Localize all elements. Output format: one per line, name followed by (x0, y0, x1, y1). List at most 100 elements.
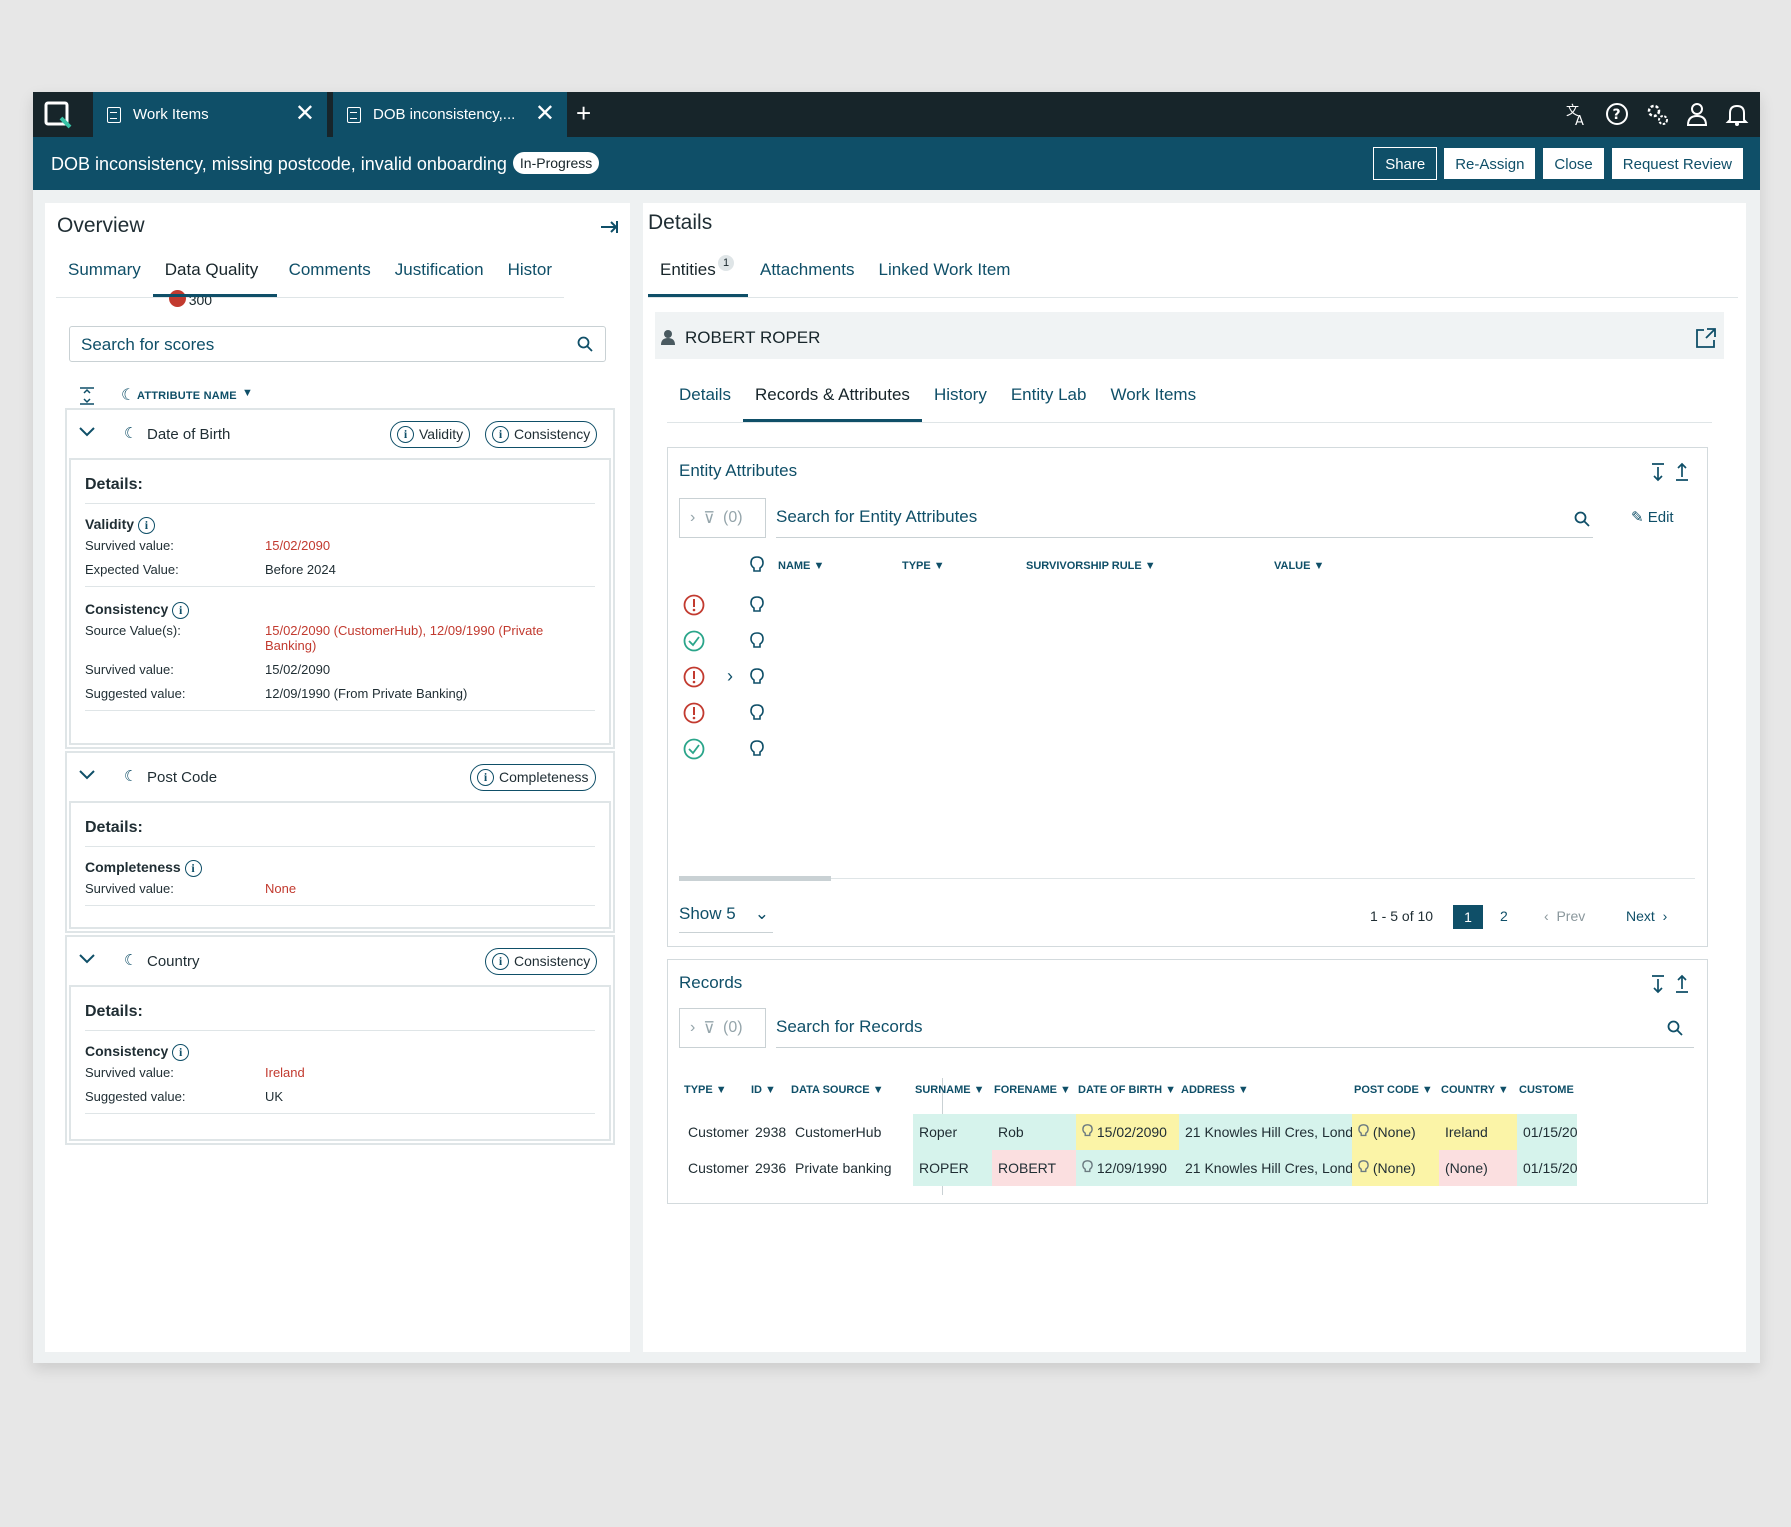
tab-justification[interactable]: Justification (394, 260, 484, 279)
collapse-panel-icon[interactable] (599, 218, 619, 236)
consistency-tag[interactable]: i Consistency (485, 948, 598, 975)
tab-entity-lab[interactable]: Entity Lab (1010, 385, 1087, 404)
app-logo-icon[interactable] (43, 100, 73, 130)
column-header[interactable]: ADDRESS ▼ (1181, 1084, 1249, 1096)
expand-collapse-icon[interactable] (79, 387, 95, 405)
filter-icon[interactable]: ▼ (1494, 1084, 1509, 1096)
filter-icon[interactable]: ▼ (1418, 1084, 1433, 1096)
edit-button[interactable]: ✎ Edit (1631, 509, 1674, 526)
search-icon[interactable] (1667, 1020, 1683, 1036)
expand-collapse-icon[interactable] (1650, 974, 1696, 994)
page-2-button[interactable]: 2 (1500, 908, 1508, 924)
tab-attachments[interactable]: Attachments (760, 260, 855, 279)
tab-entity-details[interactable]: Details (679, 385, 731, 404)
column-header[interactable]: DATE OF BIRTH ▼ (1078, 1084, 1176, 1096)
page-1-button[interactable]: 1 (1453, 905, 1483, 929)
error-icon (683, 666, 705, 691)
column-header[interactable]: TYPE ▼ (684, 1084, 727, 1096)
reassign-button[interactable]: Re-Assign (1443, 147, 1537, 180)
bulb-icon[interactable] (750, 668, 764, 688)
column-header[interactable]: DATA SOURCE ▼ (791, 1084, 884, 1096)
expand-collapse-icon[interactable] (1650, 462, 1696, 482)
tab-history[interactable]: Histor (507, 260, 552, 279)
column-header[interactable]: TYPE ▼ (902, 560, 945, 572)
next-button[interactable]: Next › (1626, 908, 1668, 924)
record-value: (None) (1372, 1124, 1416, 1140)
tab-linked-work-item[interactable]: Linked Work Item (878, 260, 1011, 279)
tab-dob-inconsistency[interactable]: DOB inconsistency,... ✕ (333, 92, 567, 137)
filter-icon[interactable]: ▼ (1310, 560, 1325, 572)
page-size-select[interactable]: Show 5 ⌄ (679, 904, 773, 933)
column-header[interactable]: SURVIVORSHIP RULE ▼ (1026, 560, 1156, 572)
filter-icon[interactable]: ▼ (810, 560, 825, 572)
open-external-icon[interactable] (1695, 327, 1717, 349)
tab-entity-work-items[interactable]: Work Items (1110, 385, 1197, 404)
bulb-icon[interactable] (750, 740, 764, 760)
search-icon[interactable] (577, 336, 593, 352)
filter-icon[interactable]: ▼ (930, 560, 945, 572)
new-tab-button[interactable]: + (576, 98, 592, 128)
filter-icon[interactable]: ▼ (869, 1084, 884, 1096)
column-header-label: ADDRESS (1181, 1084, 1235, 1096)
filter-toggle[interactable]: › ⊽ (0) (679, 1008, 766, 1048)
search-records-input[interactable]: Search for Records (776, 1008, 1694, 1048)
column-header[interactable]: NAME ▼ (778, 560, 824, 572)
filter-icon[interactable]: ▼ (1162, 1084, 1177, 1096)
settings-icon[interactable] (1644, 101, 1670, 127)
dq-item-date-of-birth: ☾ Date of Birth i Validity i Consistency D… (65, 408, 615, 749)
filter-icon[interactable]: ▼ (242, 387, 253, 399)
tab-entities[interactable]: Entities 1 (648, 255, 748, 297)
notifications-icon[interactable] (1724, 101, 1750, 127)
tab-summary[interactable]: Summary (68, 260, 141, 279)
column-header[interactable]: VALUE ▼ (1274, 560, 1324, 572)
column-header[interactable]: COUNTRY ▼ (1441, 1084, 1509, 1096)
info-icon[interactable]: i (184, 860, 202, 877)
translate-icon[interactable]: 文A (1564, 101, 1590, 127)
search-icon[interactable] (1574, 511, 1590, 527)
tab-data-quality[interactable]: Data Quality 300 (152, 255, 277, 308)
column-header[interactable]: POST CODE ▼ (1354, 1084, 1433, 1096)
prev-button[interactable]: ‹ Prev (1544, 908, 1586, 924)
search-entity-attributes-input[interactable]: Search for Entity Attributes (776, 498, 1593, 538)
close-tab-icon[interactable]: ✕ (294, 100, 315, 127)
bulb-icon[interactable] (750, 632, 764, 652)
filter-icon[interactable]: ▼ (1234, 1084, 1249, 1096)
help-icon[interactable]: ? (1604, 101, 1630, 127)
attribute-name-header[interactable]: ATTRIBUTE NAME (137, 390, 237, 402)
column-header[interactable]: ID ▼ (751, 1084, 776, 1096)
bulb-icon[interactable] (750, 596, 764, 616)
consistency-tag[interactable]: i Consistency (485, 421, 598, 448)
validity-tag[interactable]: i Validity (390, 421, 471, 448)
tab-work-items[interactable]: Work Items ✕ (93, 92, 327, 137)
user-icon[interactable] (1684, 101, 1710, 127)
bulb-icon[interactable] (750, 704, 764, 724)
filter-icon[interactable]: ▼ (712, 1084, 727, 1096)
record-value: 2936 (755, 1160, 787, 1176)
share-button[interactable]: Share (1373, 147, 1438, 180)
dq-item-post-code: ☾ Post Code i Completeness Details: Compl… (65, 751, 615, 933)
search-scores-input[interactable]: Search for scores (69, 326, 606, 362)
close-button[interactable]: Close (1542, 147, 1605, 180)
tab-comments[interactable]: Comments (288, 260, 371, 279)
chevron-down-icon[interactable] (79, 954, 95, 964)
chevron-down-icon[interactable] (79, 427, 95, 437)
column-header[interactable]: CUSTOME (1519, 1084, 1574, 1096)
filter-icon[interactable]: ▼ (762, 1084, 776, 1096)
completeness-tag[interactable]: i Completeness (470, 764, 596, 791)
info-icon[interactable]: i (172, 602, 190, 619)
column-header[interactable]: FORENAME ▼ (994, 1084, 1071, 1096)
info-icon[interactable]: i (172, 1044, 190, 1061)
filter-icon[interactable]: ▼ (1141, 560, 1156, 572)
close-tab-icon[interactable]: ✕ (534, 100, 555, 127)
chevron-right-icon[interactable]: › (727, 666, 733, 686)
request-review-button[interactable]: Request Review (1610, 147, 1744, 180)
column-header[interactable]: SURNAME ▼ (915, 1084, 985, 1096)
info-icon[interactable]: i (137, 517, 155, 534)
horizontal-scrollbar[interactable] (679, 876, 831, 881)
tab-records-attributes[interactable]: Records & Attributes (742, 380, 922, 422)
chevron-down-icon[interactable] (79, 770, 95, 780)
filter-icon[interactable]: ▼ (1056, 1084, 1071, 1096)
filter-icon[interactable]: ▼ (970, 1084, 985, 1096)
tab-entity-history[interactable]: History (933, 385, 987, 404)
filter-toggle[interactable]: › ⊽ (0) (679, 498, 766, 538)
